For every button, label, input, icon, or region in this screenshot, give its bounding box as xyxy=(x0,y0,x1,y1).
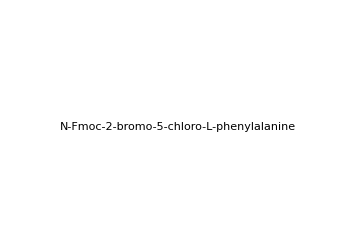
Text: N-Fmoc-2-bromo-5-chloro-L-phenylalanine: N-Fmoc-2-bromo-5-chloro-L-phenylalanine xyxy=(59,121,296,131)
